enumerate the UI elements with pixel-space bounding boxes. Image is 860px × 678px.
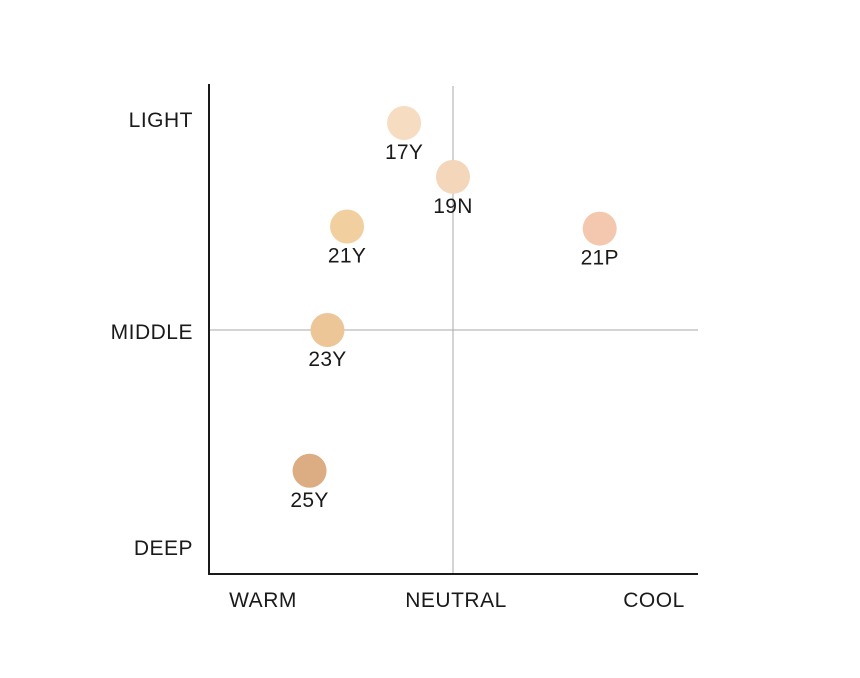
shade-label-25y: 25Y xyxy=(290,489,328,512)
shade-point-21p: 21P xyxy=(581,211,619,270)
shade-point-21y: 21Y xyxy=(328,209,366,268)
x-tick-label-cool: COOL xyxy=(623,589,685,612)
y-tick-label-middle: MIDDLE xyxy=(111,321,193,344)
shade-point-17y: 17Y xyxy=(385,106,423,164)
shade-label-17y: 17Y xyxy=(385,141,423,164)
x-tick-label-warm: WARM xyxy=(229,589,297,612)
shade-dot-21y xyxy=(330,209,365,244)
y-tick-label-light: LIGHT xyxy=(129,109,193,132)
shade-label-21y: 21Y xyxy=(328,245,366,268)
x-tick-label-neutral: NEUTRAL xyxy=(405,589,507,612)
shade-label-21p: 21P xyxy=(581,247,619,270)
shade-dot-25y xyxy=(292,453,327,488)
shade-point-25y: 25Y xyxy=(290,453,328,512)
shade-dot-23y xyxy=(310,313,345,347)
shade-dot-21p xyxy=(582,211,617,246)
shade-point-19n: 19N xyxy=(433,159,472,218)
shade-label-19n: 19N xyxy=(433,195,472,218)
shade-dot-19n xyxy=(436,159,470,194)
shade-label-23y: 23Y xyxy=(308,348,346,371)
y-tick-label-deep: DEEP xyxy=(134,537,193,560)
shade-point-23y: 23Y xyxy=(308,313,346,371)
shade-points: 17Y 19N 21Y 21P 23Y 25Y xyxy=(290,106,619,512)
shade-dot-17y xyxy=(387,106,422,140)
